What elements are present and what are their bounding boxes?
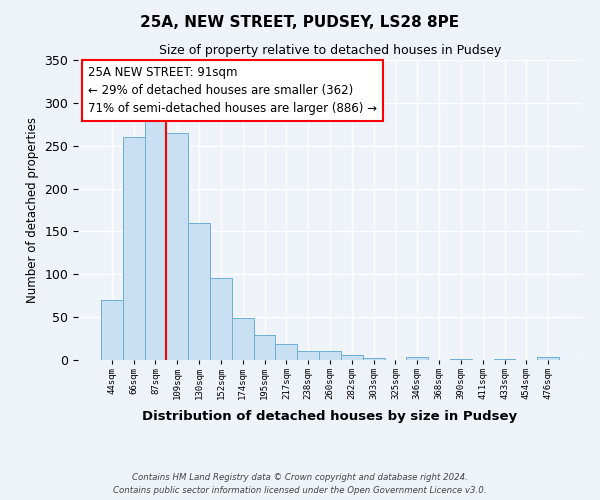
Y-axis label: Number of detached properties: Number of detached properties xyxy=(26,117,39,303)
Bar xyxy=(123,137,145,360)
Bar xyxy=(450,359,472,360)
Bar xyxy=(319,352,341,360)
Bar xyxy=(101,300,123,360)
X-axis label: Distribution of detached houses by size in Pudsey: Distribution of detached houses by size … xyxy=(142,410,518,424)
Bar xyxy=(166,133,188,360)
Text: Contains HM Land Registry data © Crown copyright and database right 2024.
Contai: Contains HM Land Registry data © Crown c… xyxy=(113,473,487,495)
Text: 25A NEW STREET: 91sqm
← 29% of detached houses are smaller (362)
71% of semi-det: 25A NEW STREET: 91sqm ← 29% of detached … xyxy=(88,66,377,115)
Bar xyxy=(297,352,319,360)
Bar xyxy=(363,358,385,360)
Bar xyxy=(494,359,515,360)
Text: 25A, NEW STREET, PUDSEY, LS28 8PE: 25A, NEW STREET, PUDSEY, LS28 8PE xyxy=(140,15,460,30)
Bar xyxy=(254,335,275,360)
Bar xyxy=(210,278,232,360)
Bar xyxy=(145,109,166,360)
Bar xyxy=(406,356,428,360)
Bar xyxy=(537,358,559,360)
Bar xyxy=(341,355,363,360)
Bar xyxy=(232,318,254,360)
Bar xyxy=(188,223,210,360)
Title: Size of property relative to detached houses in Pudsey: Size of property relative to detached ho… xyxy=(159,44,501,58)
Bar xyxy=(275,344,297,360)
